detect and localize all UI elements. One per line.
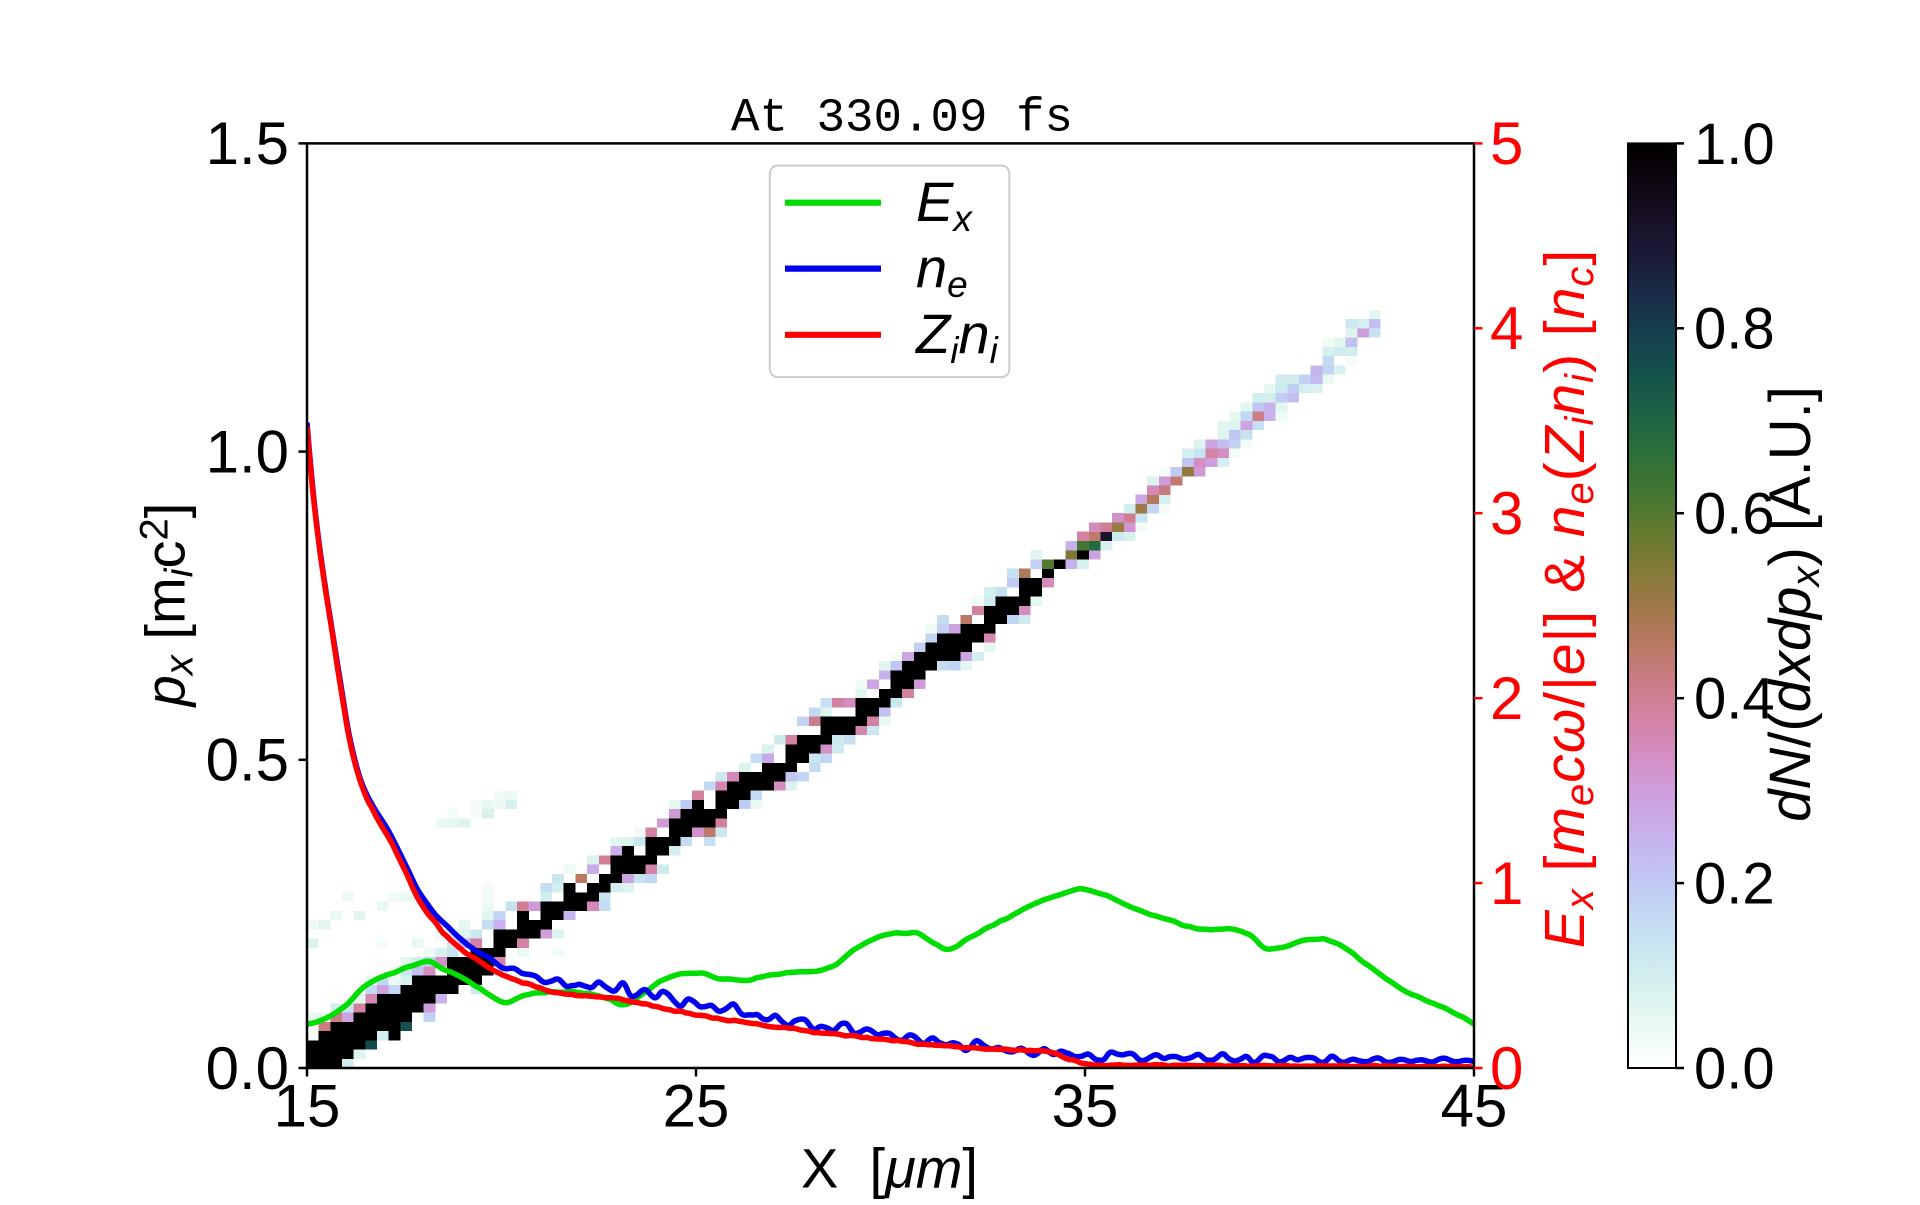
svg-text:3: 3 bbox=[1490, 480, 1523, 547]
svg-text:45: 45 bbox=[1441, 1073, 1508, 1140]
svg-text:At 330.09 fs: At 330.09 fs bbox=[731, 91, 1073, 145]
svg-text:Ex: Ex bbox=[916, 170, 973, 239]
svg-text:dN/(dxdpx) [A.U.]: dN/(dxdpx) [A.U.] bbox=[1758, 386, 1828, 822]
svg-text:15: 15 bbox=[274, 1073, 341, 1140]
svg-text:0.4: 0.4 bbox=[1694, 667, 1775, 732]
svg-text:0.5: 0.5 bbox=[206, 727, 289, 794]
svg-text:Ex [mecω/|e|] & ne(Zini) [nc]: Ex [mecω/|e|] & ne(Zini) [nc] bbox=[1533, 249, 1602, 949]
svg-text:2: 2 bbox=[1490, 665, 1523, 732]
svg-text:X [μm]: X [μm] bbox=[801, 1137, 978, 1200]
svg-text:0.2: 0.2 bbox=[1694, 852, 1775, 917]
svg-text:25: 25 bbox=[663, 1073, 730, 1140]
svg-text:0.0: 0.0 bbox=[206, 1035, 289, 1102]
svg-text:0.8: 0.8 bbox=[1694, 297, 1775, 362]
svg-text:0.0: 0.0 bbox=[1694, 1036, 1775, 1101]
svg-text:0.6: 0.6 bbox=[1694, 482, 1775, 547]
svg-text:35: 35 bbox=[1052, 1073, 1119, 1140]
svg-text:5: 5 bbox=[1490, 110, 1523, 177]
svg-text:1.5: 1.5 bbox=[206, 110, 289, 177]
svg-text:1.0: 1.0 bbox=[1694, 112, 1775, 177]
svg-text:0: 0 bbox=[1490, 1035, 1523, 1102]
svg-text:ne: ne bbox=[916, 236, 968, 305]
svg-text:1.0: 1.0 bbox=[206, 418, 289, 485]
svg-text:px [mic2]: px [mic2] bbox=[133, 503, 202, 709]
svg-text:4: 4 bbox=[1490, 295, 1523, 362]
svg-text:1: 1 bbox=[1490, 850, 1523, 917]
svg-text:Zini: Zini bbox=[914, 302, 1000, 371]
